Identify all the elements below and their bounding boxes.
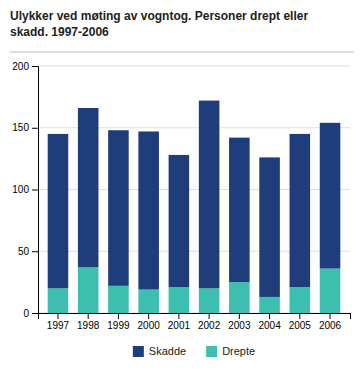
legend-item: Skadde <box>133 345 186 357</box>
chart: Ulykker ved møting av vogntog. Personer … <box>0 0 362 375</box>
tick: 150 <box>12 122 38 133</box>
bar <box>229 282 250 313</box>
tick-label: 150 <box>12 122 29 133</box>
bar <box>138 131 159 289</box>
tick-label: 2005 <box>289 320 312 331</box>
tick-label: 2004 <box>258 320 281 331</box>
tick-label: 2002 <box>198 320 221 331</box>
tick: 2006 <box>319 313 342 331</box>
bar <box>78 108 99 267</box>
tick: 2002 <box>198 313 221 331</box>
bar <box>290 287 311 313</box>
tick-label: 1998 <box>77 320 100 331</box>
grid-line <box>38 66 350 67</box>
tick-mark <box>299 313 300 319</box>
tick-mark <box>32 190 38 191</box>
tick-mark <box>32 251 38 252</box>
bar <box>169 155 190 287</box>
bar <box>108 286 129 313</box>
tick-mark <box>178 313 179 319</box>
bar <box>229 138 250 282</box>
bar <box>320 123 341 269</box>
tick-label: 0 <box>23 308 29 319</box>
tick: 2003 <box>228 313 251 331</box>
tick-label: 200 <box>12 61 29 72</box>
tick-mark <box>57 313 58 319</box>
bar <box>199 288 220 313</box>
title-line: skadd. 1997-2006 <box>10 25 109 39</box>
bar <box>259 297 280 313</box>
legend-label: Skadde <box>149 345 186 357</box>
tick: 2000 <box>138 313 161 331</box>
tick: 200 <box>12 61 38 72</box>
tick: 2004 <box>258 313 281 331</box>
tick-label: 50 <box>18 246 30 257</box>
tick: 1997 <box>47 313 70 331</box>
bars <box>48 101 341 313</box>
bar <box>290 134 311 287</box>
tick: 2005 <box>289 313 312 331</box>
x-axis: 1997 1998 1999 2000 2001 2002 2003 2004 2005 2006 <box>39 313 351 331</box>
tick-label: 100 <box>12 184 29 195</box>
bar <box>78 267 99 313</box>
legend-label: Drepte <box>222 345 255 357</box>
bar <box>169 287 190 313</box>
separator <box>10 52 354 53</box>
tick-mark <box>32 313 38 314</box>
series <box>48 101 341 297</box>
axis-line <box>39 314 351 320</box>
bar <box>259 157 280 297</box>
legend: Skadde Drepte <box>133 345 255 357</box>
title-line: Ulykker ved møting av vogntog. Personer … <box>10 9 308 23</box>
tick-label: 2003 <box>228 320 251 331</box>
bar <box>48 288 69 313</box>
legend-item: Drepte <box>206 345 255 357</box>
tick-label: 2001 <box>168 320 191 331</box>
tick: 1998 <box>77 313 100 331</box>
tick-mark <box>32 66 38 67</box>
bar <box>48 134 69 288</box>
tick: 100 <box>12 184 38 195</box>
tick-label: 2000 <box>138 320 161 331</box>
tick: 2001 <box>168 313 191 331</box>
y-axis: 0 50 100 150 200 <box>12 61 38 319</box>
grid <box>38 66 350 313</box>
bar <box>108 130 129 286</box>
plot: 0 50 100 150 200 1997 1998 1999 2000 2001 2002 2003… <box>12 61 350 331</box>
tick-mark <box>330 313 331 319</box>
bar <box>320 269 341 313</box>
tick-label: 1999 <box>107 320 130 331</box>
tick-mark <box>88 313 89 319</box>
legend-swatch <box>133 346 144 357</box>
tick-mark <box>239 313 240 319</box>
tick-mark <box>209 313 210 319</box>
title: Ulykker ved møting av vogntog. Personer … <box>10 9 308 39</box>
legend-swatch <box>206 346 217 357</box>
tick-mark <box>118 313 119 319</box>
axis-line <box>32 67 39 314</box>
tick-label: 1997 <box>47 320 70 331</box>
tick: 1999 <box>107 313 130 331</box>
bar <box>138 290 159 313</box>
tick: 50 <box>18 246 38 257</box>
tick-label: 2006 <box>319 320 342 331</box>
bar <box>199 101 220 289</box>
tick-mark <box>148 313 149 319</box>
tick: 0 <box>23 308 38 319</box>
tick-mark <box>269 313 270 319</box>
tick-mark <box>32 128 38 129</box>
